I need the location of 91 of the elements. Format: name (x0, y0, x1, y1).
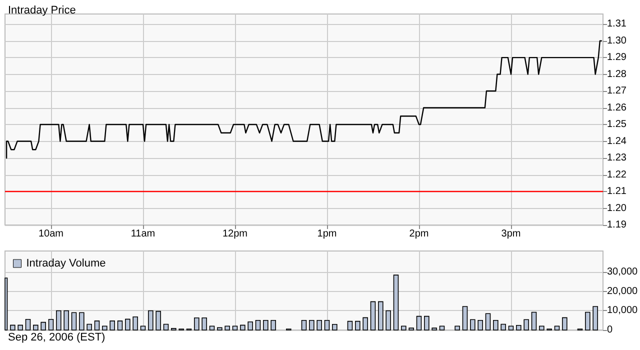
y-tick-label: 30,000 (607, 266, 638, 278)
bar (25, 319, 31, 330)
bar (18, 324, 23, 330)
bar (386, 310, 391, 330)
bar (439, 326, 445, 330)
bar (48, 319, 54, 330)
bar (362, 317, 368, 330)
bar (94, 320, 100, 330)
line-series (6, 40, 602, 159)
y-tick-label: 1.25 (607, 119, 627, 130)
bar (355, 320, 360, 330)
y-tick-label: 1.20 (607, 202, 627, 214)
bar (148, 310, 154, 330)
bar (493, 320, 498, 330)
bar (86, 324, 92, 330)
bar (240, 324, 246, 330)
bar (140, 326, 146, 330)
y-tick-label: 1.27 (607, 86, 627, 97)
x-tick-label: 1pm (317, 228, 337, 240)
bar (516, 324, 522, 330)
chart-title: Intraday Price (8, 4, 76, 16)
bar (401, 326, 406, 330)
bar (524, 319, 529, 330)
bar (562, 317, 568, 330)
bar (539, 326, 544, 330)
y-tick-label: 10,000 (607, 305, 638, 316)
y-tick-label: 1.24 (607, 136, 627, 147)
bar (370, 301, 376, 330)
bar (270, 320, 276, 330)
bar (393, 274, 399, 330)
bar (454, 326, 460, 330)
bar (592, 306, 598, 330)
x-tick-label: 2pm (409, 228, 429, 240)
bar (324, 320, 330, 330)
bar (10, 324, 16, 330)
bar (224, 326, 230, 330)
bar (416, 316, 422, 330)
bar (132, 316, 138, 330)
y-tick-label: 1.28 (607, 68, 627, 80)
y-tick-label: 1.31 (607, 18, 627, 30)
bar (531, 312, 537, 330)
bar (424, 316, 430, 330)
y-tick-label: 1.29 (607, 52, 627, 64)
x-tick-label: 12pm (222, 228, 248, 240)
x-axis-title: Sep 26, 2006 (EST) (8, 332, 106, 344)
bar (462, 306, 468, 330)
y-tick-label: 1.26 (607, 102, 627, 114)
x-tick-label: 3pm (501, 228, 521, 240)
bar (470, 319, 476, 330)
y-tick-label: 1.19 (607, 220, 627, 230)
y-tick-label: 1.22 (607, 169, 627, 180)
bar (102, 326, 108, 330)
y-tick-label: 20,000 (607, 286, 638, 297)
bar (500, 324, 506, 330)
bar (156, 310, 161, 330)
bar (40, 322, 46, 330)
bar (125, 318, 130, 330)
bar (485, 313, 491, 330)
bar (309, 320, 314, 330)
bar (378, 301, 384, 330)
bar (56, 310, 62, 330)
y-tick-label: 0 (607, 324, 613, 336)
bar (316, 320, 322, 330)
bar (332, 324, 338, 330)
bar (110, 320, 115, 330)
bar (117, 320, 123, 330)
bar (71, 312, 77, 330)
y-tick-label: 1.30 (607, 35, 627, 46)
bar (248, 322, 253, 330)
legend-label: Intraday Volume (26, 258, 106, 270)
bar (194, 317, 200, 330)
bar (217, 327, 222, 330)
bar (202, 317, 207, 330)
bar (33, 324, 38, 330)
bar (209, 326, 215, 330)
bar (585, 312, 590, 330)
x-tick-label: 10am (38, 228, 64, 240)
bar (263, 320, 268, 330)
y-tick-label: 1.23 (607, 152, 627, 164)
bar (508, 326, 514, 330)
bar (255, 320, 261, 330)
bar (79, 312, 84, 330)
bar (64, 310, 69, 330)
y-tick-label: 1.21 (607, 186, 627, 198)
x-tick-label: 11am (130, 228, 156, 240)
bar (301, 320, 307, 330)
bar (478, 320, 483, 330)
bar (554, 326, 560, 330)
bar (232, 326, 238, 330)
bar (163, 324, 169, 330)
bar (347, 320, 353, 330)
